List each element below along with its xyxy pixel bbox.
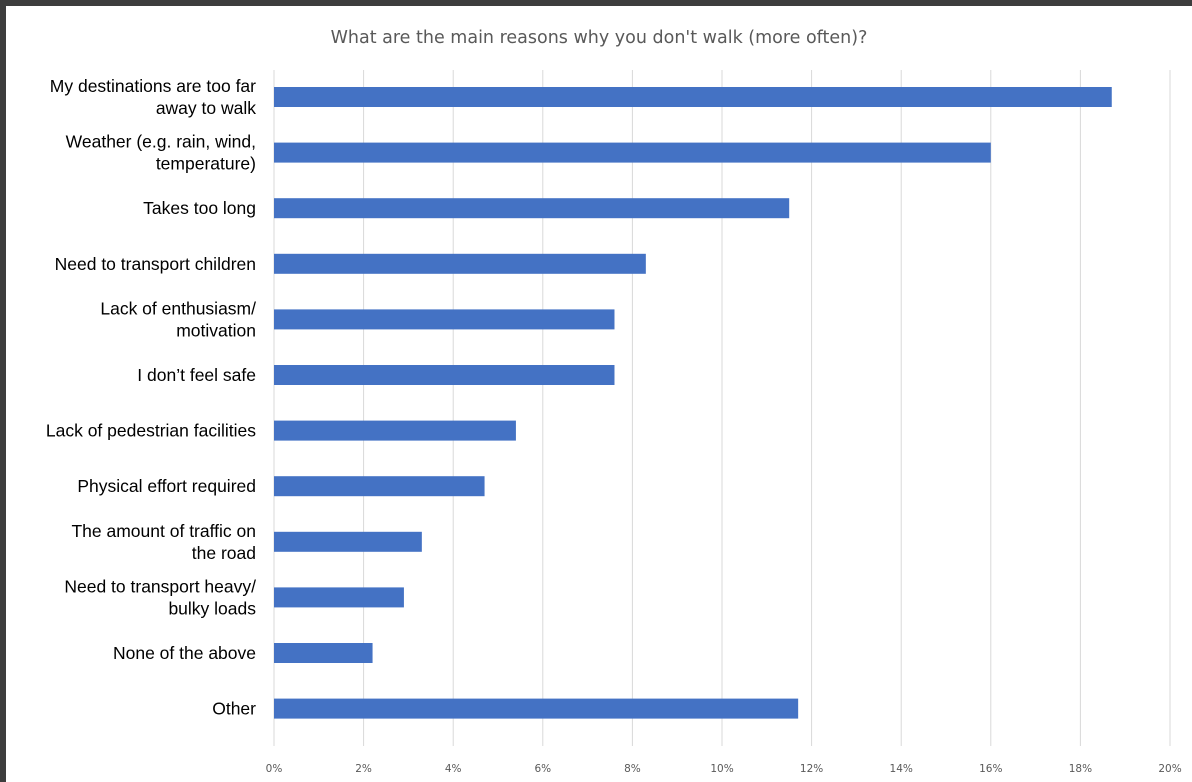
category-label: Need to transport children (55, 254, 256, 274)
category-label-line: Other (212, 699, 256, 719)
category-label-line: Weather (e.g. rain, wind, (66, 132, 256, 152)
category-label: Takes too long (143, 198, 256, 218)
bar (274, 365, 615, 385)
category-label: My destinations are too far away to walk (50, 76, 256, 118)
category-label-line: Need to transport heavy/ (64, 576, 256, 596)
category-label-line: Need to transport children (55, 254, 256, 274)
bar (274, 476, 485, 497)
bar (274, 698, 799, 719)
x-tick-label: 10% (710, 763, 733, 775)
category-label-line: My destinations are too far (50, 76, 256, 96)
category-label-line: bulky loads (168, 598, 256, 618)
category-label-line: The amount of traffic on (71, 521, 256, 541)
bar (274, 420, 516, 441)
x-tick-label: 20% (1158, 763, 1181, 775)
x-tick-label: 16% (979, 763, 1002, 775)
category-label-line: Lack of enthusiasm/ (100, 298, 256, 318)
category-label: The amount of traffic on the road (71, 521, 256, 563)
x-tick-label: 12% (800, 763, 823, 775)
x-tick-label: 4% (445, 763, 462, 775)
x-tick-label: 8% (624, 763, 641, 775)
bar (274, 531, 422, 552)
bar (274, 587, 404, 608)
category-label-line: Physical effort required (77, 476, 256, 496)
category-label: Weather (e.g. rain, wind, temperature) (66, 132, 256, 174)
category-label-line: the road (192, 543, 256, 563)
category-label: I don’t feel safe (137, 365, 256, 385)
category-label-line: I don’t feel safe (137, 365, 256, 385)
category-label: Lack of pedestrian facilities (46, 421, 256, 441)
x-tick-label: 2% (355, 763, 372, 775)
category-label: Other (212, 699, 256, 719)
category-label-line: away to walk (156, 98, 256, 118)
bar (274, 643, 373, 663)
bar (274, 142, 991, 163)
category-label: Physical effort required (77, 476, 256, 496)
category-label-line: Takes too long (143, 198, 256, 218)
category-label: None of the above (113, 643, 256, 663)
category-label-line: None of the above (113, 643, 256, 663)
category-label-line: Lack of pedestrian facilities (46, 421, 256, 441)
bar (274, 253, 646, 274)
x-tick-label: 0% (266, 763, 283, 775)
x-tick-label: 6% (534, 763, 551, 775)
chart-title: What are the main reasons why you don't … (330, 28, 868, 48)
category-label-line: motivation (176, 320, 256, 340)
x-tick-label: 14% (890, 763, 913, 775)
bar (274, 198, 790, 219)
category-label: Need to transport heavy/bulky loads (64, 576, 256, 618)
category-label-line: temperature) (156, 154, 256, 174)
bar (274, 309, 615, 330)
category-label: Lack of enthusiasm/motivation (100, 298, 256, 340)
x-tick-label: 18% (1069, 763, 1092, 775)
chart-frame: What are the main reasons why you don't … (6, 6, 1192, 782)
bar (274, 87, 1112, 107)
bar-chart: My destinations are too far away to walk W… (46, 70, 1182, 775)
